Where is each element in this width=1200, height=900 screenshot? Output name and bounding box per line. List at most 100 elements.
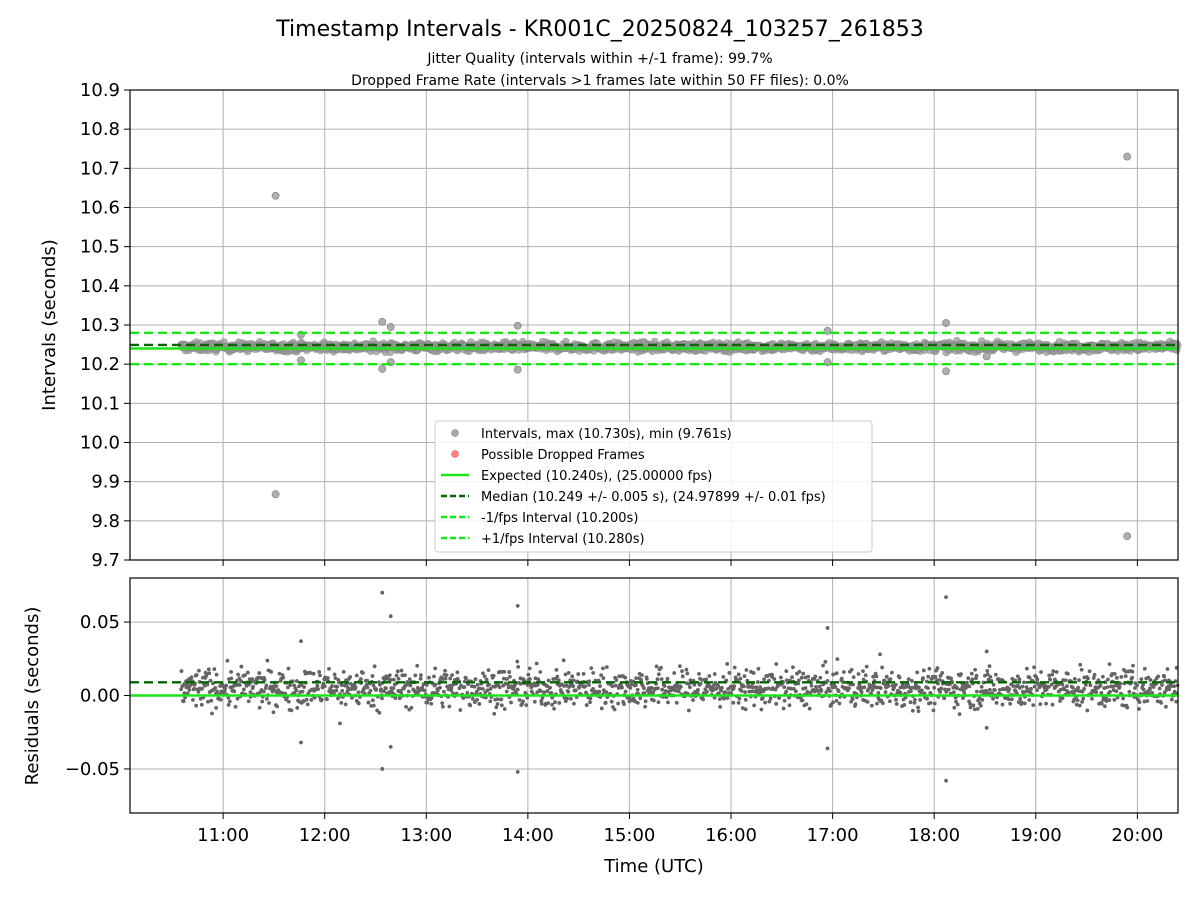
residual-point	[435, 688, 440, 693]
residual-point	[542, 690, 547, 695]
residual-point	[371, 683, 376, 688]
residual-point	[1044, 701, 1049, 706]
residuals-x-tick-label: 15:00	[604, 825, 656, 846]
residual-point	[994, 700, 999, 705]
interval-outlier-point	[942, 367, 950, 376]
residual-point	[455, 670, 460, 675]
residual-point	[538, 689, 543, 693]
residual-point	[1148, 678, 1153, 682]
residual-point	[732, 684, 737, 688]
residual-point	[659, 665, 663, 670]
residual-point	[1142, 666, 1147, 671]
residual-point	[450, 691, 455, 696]
residual-point	[851, 682, 855, 687]
chart-subtitle-jitter: Jitter Quality (intervals within +/-1 fr…	[426, 51, 772, 67]
residual-point	[688, 685, 692, 690]
residual-point	[725, 662, 730, 666]
residual-point	[250, 677, 255, 682]
residual-point	[707, 674, 712, 678]
residual-point	[902, 703, 907, 707]
residual-point	[828, 689, 832, 693]
residual-point	[916, 705, 920, 710]
residual-point	[752, 703, 757, 708]
residual-point	[366, 700, 371, 705]
residual-point	[214, 705, 219, 710]
residual-point	[1121, 696, 1125, 701]
residual-point	[372, 664, 377, 669]
residual-point	[833, 685, 838, 689]
residual-point	[817, 684, 822, 689]
residual-point	[760, 696, 765, 700]
residual-point	[938, 690, 943, 694]
residual-point	[766, 686, 771, 691]
residual-point	[427, 675, 431, 680]
residual-point	[898, 685, 903, 690]
residual-point	[880, 665, 885, 670]
legend-marker	[451, 450, 459, 458]
residual-point	[488, 699, 493, 704]
residual-point	[774, 701, 779, 706]
residual-outlier-point	[380, 767, 385, 771]
interval-outlier-point	[386, 323, 395, 331]
residual-point	[659, 677, 664, 682]
residual-point	[598, 684, 602, 689]
residual-point	[814, 684, 818, 689]
residual-point	[382, 677, 387, 682]
residual-point	[1137, 707, 1141, 711]
residual-point	[191, 697, 195, 702]
residual-point	[711, 688, 715, 693]
residual-point	[215, 689, 220, 694]
residual-point	[926, 674, 931, 679]
legend-item: Median (10.249 +/- 0.005 s), (24.97899 +…	[441, 490, 826, 505]
residual-point	[486, 668, 491, 673]
residual-point	[1082, 687, 1087, 691]
residual-point	[462, 685, 467, 690]
residual-point	[856, 672, 861, 676]
residual-point	[894, 702, 899, 706]
residual-point	[443, 668, 447, 673]
residual-point	[311, 671, 316, 676]
residual-point	[782, 698, 787, 703]
residual-point	[302, 685, 306, 689]
residual-point	[660, 687, 665, 692]
residual-point	[563, 672, 568, 677]
residual-point	[189, 675, 194, 680]
residual-point	[1107, 698, 1112, 703]
residual-point	[1032, 665, 1036, 670]
residual-point	[571, 684, 576, 689]
residual-point	[723, 690, 728, 695]
residual-point	[1039, 670, 1043, 674]
residual-point	[588, 700, 592, 705]
residual-point	[197, 668, 201, 673]
residual-point	[458, 708, 463, 712]
residual-point	[525, 683, 530, 687]
residual-point	[897, 675, 902, 680]
residual-point	[336, 696, 340, 701]
residual-point	[991, 682, 996, 687]
residual-point	[991, 696, 995, 701]
residual-point	[364, 682, 369, 687]
residual-point	[1106, 677, 1110, 682]
residual-point	[1092, 672, 1097, 677]
residual-point	[440, 704, 445, 709]
residual-point	[601, 676, 606, 681]
residual-point	[651, 690, 656, 695]
residual-point	[717, 697, 722, 702]
residual-point	[874, 674, 879, 679]
residual-outlier-point	[944, 778, 948, 783]
residual-point	[831, 672, 836, 677]
residual-point	[299, 683, 304, 687]
residual-point	[835, 657, 840, 662]
residual-point	[501, 683, 506, 688]
residual-point	[587, 683, 591, 687]
residual-point	[477, 686, 482, 691]
residual-point	[394, 673, 399, 678]
residual-point	[782, 685, 787, 690]
residuals-x-tick-label: 13:00	[400, 825, 452, 846]
residual-point	[884, 674, 889, 679]
interval-outlier-point	[1123, 532, 1132, 541]
residual-point	[1051, 669, 1056, 674]
residual-point	[731, 700, 736, 705]
residual-point	[893, 682, 898, 687]
residual-point	[377, 710, 382, 715]
